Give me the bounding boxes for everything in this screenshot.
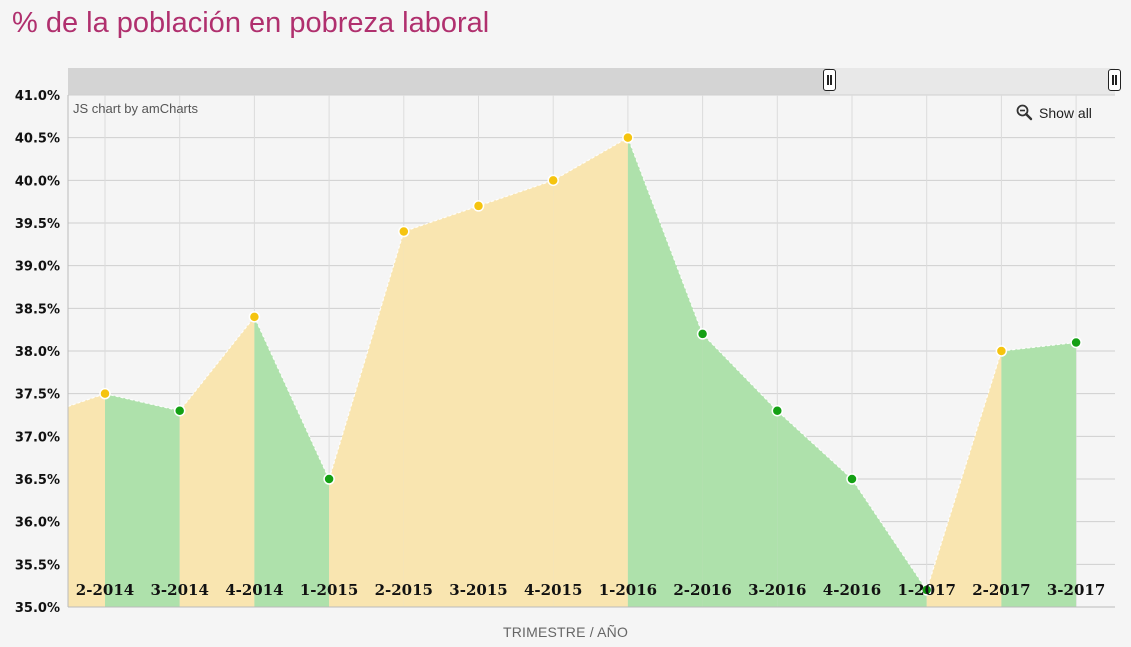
data-point (846, 473, 858, 485)
data-point (771, 404, 784, 417)
scroll-grip-left-icon[interactable] (823, 69, 836, 91)
data-point (472, 200, 485, 212)
show-all-button[interactable]: Show all (1016, 104, 1092, 121)
area-segment (777, 410, 852, 607)
scroll-grip-right-icon[interactable] (1108, 69, 1121, 91)
x-tick-label: 1-2015 (300, 581, 358, 599)
data-point (248, 311, 261, 323)
x-tick-label: 2-2017 (972, 581, 1030, 599)
x-tick-label: 3-2016 (748, 581, 806, 599)
data-point (398, 225, 410, 238)
area-segment (403, 205, 479, 607)
area-segment (1001, 342, 1077, 607)
y-tick-label: 40.5% (15, 132, 60, 147)
magnifier-zoom-out-icon (1016, 104, 1033, 121)
x-axis-title: TRIMESTRE / AÑO (502, 624, 629, 640)
area-segment (329, 231, 404, 608)
x-tick-label: 2-2015 (375, 581, 433, 599)
area-segment (478, 180, 554, 608)
scrollbar-selected-range[interactable] (68, 68, 830, 95)
y-tick-label: 36.5% (15, 473, 60, 488)
data-point (995, 345, 1008, 357)
chart-title: % de la población en pobreza laboral (12, 7, 490, 39)
y-tick-label: 39.0% (15, 260, 60, 275)
x-tick-label: 1-2016 (599, 581, 657, 599)
area-segment (179, 316, 255, 607)
area-segment (553, 137, 628, 607)
chart-credit[interactable]: JS chart by amCharts (73, 101, 198, 116)
y-tick-label: 38.0% (15, 345, 60, 360)
chart-scrollbar[interactable] (68, 68, 1121, 95)
x-tick-label: 2-2016 (673, 581, 731, 599)
y-tick-label: 40.0% (15, 174, 60, 189)
x-tick-label: 3-2015 (449, 581, 507, 599)
area-segment (852, 479, 927, 607)
data-point (1070, 336, 1082, 349)
area-segment (254, 316, 330, 607)
data-point (323, 473, 335, 485)
y-tick-label: 39.5% (15, 217, 60, 232)
area-segment (627, 137, 703, 607)
data-point (99, 387, 111, 400)
data-point (920, 584, 933, 596)
area-segment (105, 393, 180, 607)
area-segment (926, 351, 1002, 607)
y-tick-label: 41.0% (15, 89, 60, 104)
data-point (622, 131, 634, 144)
x-tick-label: 3-2014 (150, 581, 208, 599)
x-tick-label: 4-2014 (225, 581, 283, 599)
y-tick-label: 38.5% (15, 302, 60, 317)
x-tick-label: 3-2017 (1047, 581, 1105, 599)
data-point (696, 328, 709, 340)
y-tick-label: 36.0% (15, 516, 60, 531)
data-point (547, 174, 559, 187)
area-segment (702, 333, 778, 607)
x-tick-label: 4-2015 (524, 581, 582, 599)
y-tick-label: 37.0% (15, 430, 60, 445)
show-all-label: Show all (1039, 104, 1092, 121)
y-tick-label: 35.0% (15, 601, 60, 616)
y-tick-label: 35.5% (15, 558, 60, 573)
area-segment (68, 393, 105, 607)
y-tick-label: 37.5% (15, 388, 60, 403)
x-tick-label: 4-2016 (823, 581, 881, 599)
x-tick-label: 1-2017 (897, 581, 955, 599)
x-tick-label: 2-2014 (76, 581, 134, 599)
data-point (173, 404, 186, 417)
